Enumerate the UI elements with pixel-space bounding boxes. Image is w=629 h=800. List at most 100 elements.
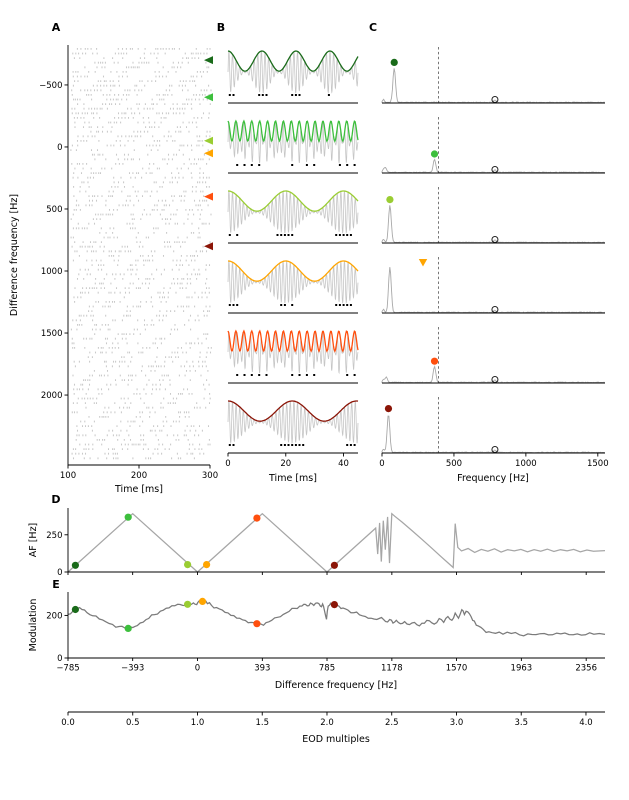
- panel-e-yaxis-label: Modulation: [28, 599, 39, 652]
- eod-frequency-marker: [491, 376, 499, 383]
- x-tick-label: 1570: [446, 664, 468, 674]
- y-tick-label: 500: [46, 205, 62, 215]
- x-tick-label: 0.5: [126, 718, 140, 728]
- spike-dot: [342, 234, 345, 236]
- y-tick-label: 200: [46, 611, 62, 621]
- condition-marker-2: [124, 624, 132, 633]
- panel-b-waveforms: 0 20 40: [225, 50, 359, 469]
- x-tick-label: 1000: [515, 459, 537, 469]
- amplitude-envelope-1: [227, 50, 359, 72]
- x-tick-label: 0.0: [61, 718, 75, 728]
- spike-dot: [236, 164, 239, 166]
- x-tick-label: −393: [121, 664, 144, 674]
- carrier-waveform-1: [227, 50, 359, 94]
- x-tick-label: 1500: [587, 459, 609, 469]
- panel-c-xaxis-label: Frequency [Hz]: [457, 473, 529, 484]
- spike-dot: [283, 304, 286, 306]
- amplitude-envelope-3: [228, 190, 359, 212]
- panel-a-raster: −500 0 500 1000 1500 2000 100 200 300: [39, 45, 218, 481]
- stimulus-df-marker-3: [204, 136, 213, 145]
- spike-dot: [298, 444, 301, 446]
- panel-e-label: E: [52, 578, 60, 591]
- stimulus-df-marker-2: [204, 93, 213, 102]
- spike-dot: [335, 234, 338, 236]
- af-peak-dot-3: [386, 196, 394, 204]
- spike-dot: [243, 374, 246, 376]
- x-tick-label: 0: [225, 459, 230, 469]
- spike-dot: [346, 374, 349, 376]
- condition-marker-3: [184, 561, 192, 569]
- spike-dot: [349, 234, 352, 236]
- spike-dot: [353, 444, 356, 446]
- spike-dot: [346, 164, 349, 166]
- panel-a-xaxis-label: Time [ms]: [114, 484, 163, 495]
- spike-dot: [261, 94, 264, 96]
- carrier-waveform-2: [227, 120, 359, 165]
- x-tick-label: 1.0: [191, 718, 205, 728]
- spike-dot: [236, 234, 239, 236]
- spike-dot: [228, 304, 231, 306]
- y-tick-label: 1000: [41, 267, 63, 277]
- af-peak-triangle-4: [418, 259, 428, 267]
- x-tick-label: 500: [446, 459, 462, 469]
- panel-d-yaxis-label: AF [Hz]: [28, 523, 39, 558]
- panel-c-label: C: [369, 21, 377, 34]
- spike-dot: [313, 164, 316, 166]
- af-peak-dot-6: [384, 405, 393, 413]
- x-tick-label: 100: [60, 471, 76, 481]
- raster-spike-marks: [70, 48, 213, 460]
- y-tick-label: 1500: [41, 329, 63, 339]
- power-spectrum-1: [381, 68, 605, 104]
- condition-marker-6: [330, 601, 338, 609]
- spike-dot: [291, 374, 294, 376]
- af-peak-dot-2: [430, 150, 439, 158]
- spike-dot: [236, 374, 239, 376]
- spike-dot: [302, 444, 305, 446]
- panel-b-label: B: [217, 21, 225, 34]
- spike-dot: [280, 304, 283, 306]
- spike-dot: [305, 164, 308, 166]
- panel-d-af-curve: 0 250: [46, 508, 606, 578]
- spike-dot: [291, 164, 294, 166]
- eod-frequency-marker: [491, 446, 499, 453]
- x-tick-label: 2.5: [385, 718, 399, 728]
- spike-dot: [346, 234, 349, 236]
- condition-marker-3: [184, 600, 192, 608]
- x-tick-label: 20: [280, 459, 291, 469]
- spike-dot: [250, 374, 253, 376]
- x-tick-label: 300: [202, 471, 218, 481]
- panel-e-xaxis-label: Difference frequency [Hz]: [275, 680, 397, 691]
- spike-dot: [349, 444, 352, 446]
- x-tick-label: 3.5: [514, 718, 528, 728]
- spike-dot: [342, 304, 345, 306]
- spike-dot: [313, 374, 316, 376]
- x-tick-label: 1.5: [255, 718, 269, 728]
- x-tick-label: 1178: [381, 664, 403, 674]
- condition-marker-5: [253, 620, 261, 628]
- spike-dot: [338, 304, 341, 306]
- condition-marker-4: [203, 561, 211, 569]
- spike-dot: [291, 94, 294, 96]
- y-tick-label: 0: [57, 143, 62, 153]
- spike-dot: [305, 374, 308, 376]
- condition-marker-1: [71, 561, 79, 569]
- carrier-waveform-4: [227, 259, 359, 304]
- spike-dot: [291, 304, 294, 306]
- spike-dot: [228, 234, 231, 236]
- figure-labels: A B C D E Time [ms] Difference frequency…: [9, 21, 529, 745]
- spike-dot: [250, 164, 253, 166]
- panel-e-modulation-curve: 0 200 −785 −393 0 393 785 1178 1570 1963 2356: [46, 592, 606, 674]
- x-tick-label: 393: [254, 664, 270, 674]
- condition-marker-4: [198, 597, 207, 606]
- spike-dot: [232, 94, 235, 96]
- eod-frequency-marker: [491, 96, 499, 103]
- spike-dot: [338, 234, 341, 236]
- x-tick-label: 40: [338, 459, 349, 469]
- amplitude-envelope-6: [228, 400, 359, 422]
- x-tick-label: 0: [379, 459, 384, 469]
- amplitude-envelope-2: [227, 119, 359, 143]
- spike-dot: [283, 234, 286, 236]
- spike-dot: [228, 94, 231, 96]
- eod-frequency-marker: [491, 306, 499, 313]
